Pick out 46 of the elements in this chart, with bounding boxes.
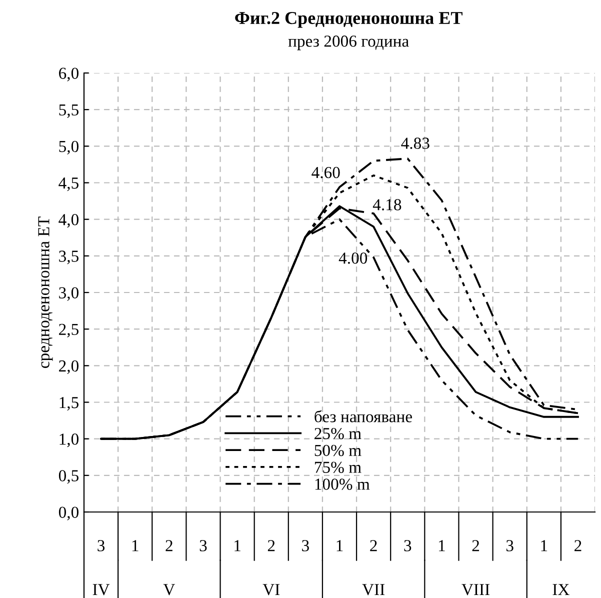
x-tick-label: 1 — [234, 540, 240, 552]
y-tick-label: 4,0 — [58, 214, 79, 228]
x-tick-label: 2 — [370, 540, 377, 552]
x-tick-label: 2 — [472, 540, 480, 552]
text: IV — [92, 584, 110, 596]
x-tick-label: 3 — [200, 540, 207, 552]
text: IX — [552, 584, 570, 596]
x-tick-label: 1 — [541, 540, 548, 552]
legend-label: без напояване — [314, 410, 412, 422]
x-tick-label: 3 — [404, 540, 412, 552]
annotation: 4.60 — [312, 166, 340, 178]
y-tick-label: 3,0 — [59, 287, 79, 301]
annotation: 4.00 — [338, 252, 368, 264]
text: VIII — [462, 584, 490, 596]
annotation: 4.83 — [401, 138, 430, 149]
chart-title: Фиг.2 Средноденоношна ЕТ — [235, 12, 462, 28]
x-tick-label: 1 — [439, 540, 445, 552]
x-tick-label: 2 — [574, 540, 582, 552]
x-tick-label: 1 — [132, 540, 138, 552]
x-tick-label: 2 — [166, 540, 172, 552]
legend-label: 100% m — [315, 478, 370, 490]
x-tick-label: 3 — [302, 540, 309, 552]
x-tick-label: 1 — [336, 540, 343, 552]
x-tick-label: 3 — [98, 540, 105, 552]
annotation: 4.18 — [372, 199, 402, 210]
legend-label: 50% m — [314, 444, 362, 456]
y-axis-title: средноденоношна ЕТ — [38, 216, 53, 368]
y-tick-label: 1,0 — [60, 434, 79, 448]
y-tick-label: 6,0 — [59, 68, 79, 82]
y-tick-label: 2,0 — [59, 360, 79, 374]
y-tick-label: 4,5 — [58, 178, 78, 192]
y-tick-label: 0,5 — [58, 470, 78, 484]
legend-label: 75% m — [314, 462, 362, 474]
x-tick-label: 3 — [506, 540, 514, 552]
text: VI — [262, 584, 280, 596]
text: V — [163, 584, 175, 596]
text: VII — [362, 584, 385, 596]
y-tick-label: 3,5 — [59, 250, 78, 264]
y-tick-label: 0,0 — [58, 506, 79, 520]
y-tick-label: 5,0 — [59, 140, 79, 155]
legend-label: 25% m — [314, 428, 362, 440]
chart-subtitle: през 2006 година — [288, 36, 409, 50]
y-tick-label: 5,5 — [59, 104, 78, 118]
x-tick-label: 2 — [268, 540, 275, 552]
y-tick-label: 1,5 — [60, 397, 78, 411]
y-tick-label: 2,5 — [59, 324, 78, 338]
